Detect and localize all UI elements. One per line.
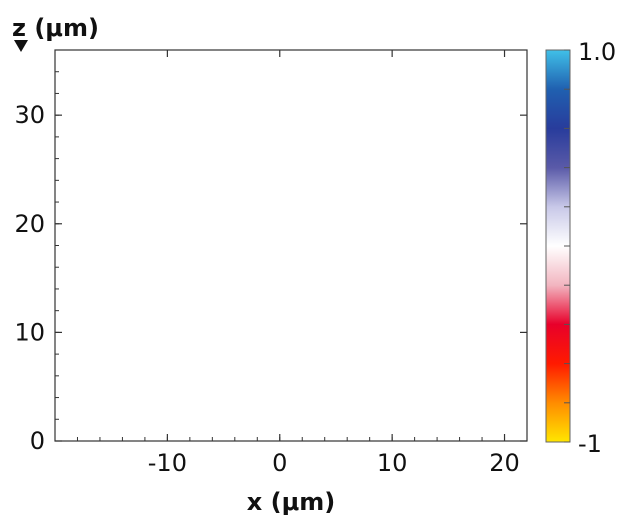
axes: -10 0 10 20 0 10 20 30 x (μm) z (μm) (12, 14, 528, 516)
x-tick-label: -10 (148, 449, 187, 477)
y-tick-label: 0 (30, 427, 45, 455)
y-tick-label: 10 (14, 318, 45, 346)
colorbar: 1.0 -1 (545, 38, 616, 458)
x-axis-title: x (μm) (247, 488, 335, 516)
colorbar-min-label: -1 (578, 430, 602, 458)
y-tick-label: 20 (14, 210, 45, 238)
x-tick-label: 20 (489, 449, 520, 477)
y-tick-label: 30 (14, 101, 45, 129)
x-tick-label: 0 (272, 449, 287, 477)
plot-frame (54, 49, 528, 442)
x-tick-label: 10 (377, 449, 408, 477)
y-axis-title: z (μm) (12, 14, 99, 42)
y-axis-arrow-icon (14, 40, 28, 52)
colorbar-max-label: 1.0 (578, 38, 616, 66)
